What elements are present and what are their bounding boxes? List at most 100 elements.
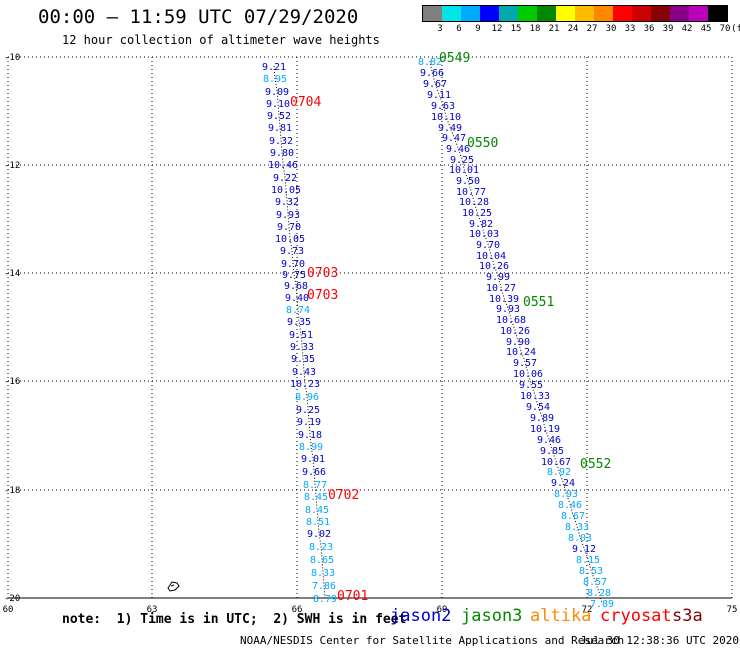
wave-height-value: 8.77 — [303, 480, 327, 491]
legend-swatch — [423, 6, 442, 21]
wave-height-value: 9.93 — [276, 210, 300, 221]
wave-height-value: 8.33 — [311, 568, 335, 579]
wave-height-value: 10.19 — [530, 424, 560, 435]
wave-height-value: 8.79 — [313, 594, 337, 605]
legend-label: 18 — [529, 24, 541, 34]
wave-height-value: 8.74 — [286, 305, 310, 316]
wave-height-value: 9.24 — [551, 478, 575, 489]
legend-label: 45 — [700, 24, 712, 34]
wave-height-value: 9.93 — [496, 304, 520, 315]
pass-time-label: 0549 — [439, 51, 470, 66]
render-timestamp: Jul 30 12:38:36 UTC 2020 — [580, 634, 739, 647]
wave-height-value: 8.28 — [587, 588, 611, 599]
wave-height-value: 9.32 — [269, 136, 293, 147]
satellite-tracks: 9.218.959.099.109.529.819.329.8010.469.2… — [262, 57, 614, 610]
y-tick-label: -10 — [4, 53, 20, 63]
wave-height-value: 7.89 — [590, 599, 614, 610]
wave-height-value: 9.46 — [537, 435, 561, 446]
wave-height-value: 9.09 — [265, 87, 289, 98]
legend-swatch — [632, 6, 651, 21]
wave-height-value: 8.93 — [554, 489, 578, 500]
pass-time-label: 0701 — [337, 589, 368, 604]
legend-label: 42 — [681, 24, 693, 34]
wave-height-value: 9.46 — [446, 144, 470, 155]
pass-time-label: 0703 — [307, 266, 338, 281]
page-subtitle: 12 hour collection of altimeter wave hei… — [62, 33, 380, 47]
wave-height-value: 10.28 — [459, 197, 489, 208]
wave-height-value: 9.52 — [267, 111, 291, 122]
wave-height-value: 9.01 — [301, 454, 325, 465]
wave-height-value: 9.70 — [476, 240, 500, 251]
wave-height-value: 8.45 — [304, 492, 328, 503]
legend-swatch — [556, 6, 575, 21]
wave-height-value: 10.25 — [462, 208, 492, 219]
wave-height-value: 10.33 — [520, 391, 550, 402]
pass-time-label: 0551 — [523, 295, 554, 310]
wave-height-value: 9.81 — [268, 123, 292, 134]
wave-height-value: 8.51 — [306, 517, 330, 528]
wave-height-value: 10.05 — [271, 185, 301, 196]
track-west: 9.218.959.099.109.529.819.329.8010.469.2… — [262, 62, 337, 605]
wave-height-value: 10.06 — [513, 369, 543, 380]
pass-time-label: 0552 — [580, 457, 611, 472]
legend-swatch — [518, 6, 537, 21]
legend-swatch — [689, 6, 708, 21]
wave-height-value: 9.47 — [442, 133, 466, 144]
wave-height-value: 9.55 — [519, 380, 543, 391]
legend-label: 70 — [719, 24, 731, 34]
wave-height-value: 8.23 — [309, 542, 333, 553]
legend-label: 27 — [586, 24, 598, 34]
map-grid — [8, 57, 732, 598]
wave-height-value: 8.96 — [295, 392, 319, 403]
x-tick-label: 72 — [582, 605, 593, 615]
legend-s3a: s3a — [672, 606, 703, 626]
wave-height-value: 8.15 — [576, 555, 600, 566]
wave-height-value: 9.82 — [469, 219, 493, 230]
wave-height-value: 9.12 — [572, 544, 596, 555]
wave-height-value: 8.67 — [561, 511, 585, 522]
wave-height-value: 9.99 — [486, 272, 510, 283]
legend-label: 30 — [605, 24, 617, 34]
wave-height-value: 9.11 — [427, 90, 451, 101]
legend-swatch — [442, 6, 461, 21]
wave-height-value: 10.39 — [489, 294, 519, 305]
legend-label: 33 — [624, 24, 636, 34]
legend-label: 36 — [643, 24, 655, 34]
legend-swatch — [537, 6, 556, 21]
wave-height-value: 8.95 — [263, 74, 287, 85]
wave-height-value: 9.51 — [289, 330, 313, 341]
legend-label: 12 — [491, 24, 503, 34]
wave-height-value: 9.35 — [291, 354, 315, 365]
wave-height-value: 9.75 — [282, 270, 306, 281]
island-shape — [167, 581, 180, 592]
wave-height-value: 10.26 — [479, 261, 509, 272]
credit-text: NOAA/NESDIS Center for Satellite Applica… — [240, 634, 625, 647]
wave-height-value: 9.89 — [530, 413, 554, 424]
y-tick-label: -14 — [4, 269, 20, 279]
y-tick-label: -12 — [4, 161, 20, 171]
legend-swatch — [651, 6, 670, 21]
wave-height-value: 8.03 — [568, 533, 592, 544]
wave-height-value: 10.01 — [449, 165, 479, 176]
legend-swatch — [708, 6, 727, 21]
legend-label: 15 — [510, 24, 522, 34]
wave-height-value: 10.46 — [268, 160, 298, 171]
wave-height-value: 9.70 — [277, 222, 301, 233]
x-tick-label: 60 — [3, 605, 14, 615]
pass-time-label: 0702 — [328, 488, 359, 503]
wave-height-value: 9.57 — [513, 358, 537, 369]
track-east: 8.829.669.679.119.6310.109.499.479.469.2… — [418, 57, 614, 610]
legend-swatch — [499, 6, 518, 21]
wave-height-value: 9.32 — [275, 197, 299, 208]
wave-height-value: 9.21 — [262, 62, 286, 73]
y-tick-label: -18 — [4, 486, 20, 496]
legend-label: 24 — [567, 24, 579, 34]
axis-labels: 60 63 66 69 72 75 -10 -12 -14 -16 -18 -20 — [3, 53, 738, 615]
legend-swatch — [670, 6, 689, 21]
y-tick-label: -16 — [4, 377, 20, 387]
wave-height-value: 10.10 — [431, 112, 461, 123]
legend-color-bar — [422, 5, 728, 22]
wave-height-value: 10.23 — [290, 379, 320, 390]
